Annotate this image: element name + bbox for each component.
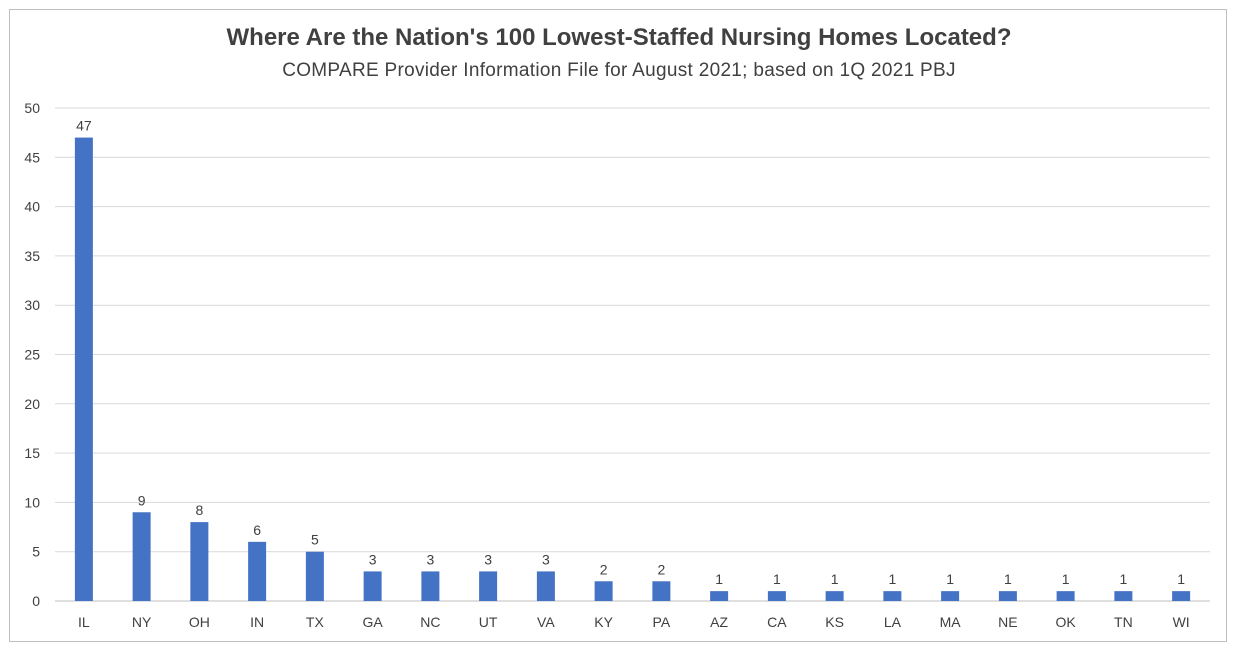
x-tick-label: NY [132,614,152,630]
x-tick-label: WI [1173,614,1190,630]
bar-GA [363,571,382,601]
data-label: 3 [426,551,434,567]
bar-KS [825,591,844,601]
x-tick-label: AZ [710,614,728,630]
data-label: 9 [138,492,146,508]
bar-OH [190,522,209,601]
bar-NC [421,571,440,601]
data-label: 2 [657,561,665,577]
data-label: 1 [831,571,839,587]
data-label: 1 [1177,571,1185,587]
data-label: 5 [311,532,319,548]
data-label: 1 [773,571,781,587]
y-tick-label: 40 [24,199,40,215]
bar-CA [767,591,786,601]
x-tick-label: OK [1056,614,1077,630]
data-label: 6 [253,522,261,538]
x-tick-label: GA [363,614,384,630]
bar-AZ [710,591,729,601]
bars [74,137,1191,601]
x-tick-label: OH [189,614,210,630]
data-label: 1 [946,571,954,587]
bar-OK [1056,591,1075,601]
x-tick-label: KY [594,614,613,630]
y-tick-label: 30 [24,297,40,313]
data-label: 1 [715,571,723,587]
chart-title: Where Are the Nation's 100 Lowest-Staffe… [226,24,1012,51]
y-tick-label: 5 [32,544,40,560]
bar-NY [132,512,151,601]
data-label: 1 [1062,571,1070,587]
x-tick-label: NC [420,614,440,630]
y-tick-label: 35 [24,248,40,264]
bar-PA [652,581,671,601]
data-label: 3 [369,551,377,567]
bar-IL [74,137,93,601]
y-tick-label: 0 [32,593,40,609]
data-label: 1 [1004,571,1012,587]
x-tick-label: PA [653,614,671,630]
data-label: 3 [484,551,492,567]
gridlines [55,107,1210,602]
y-tick-label: 25 [24,347,40,363]
data-label: 1 [888,571,896,587]
bar-VA [536,571,555,601]
x-tick-label: UT [479,614,498,630]
bar-TN [1114,591,1133,601]
x-tick-label: IN [250,614,264,630]
x-tick-label: MA [940,614,962,630]
data-label: 1 [1119,571,1127,587]
x-tick-label: TX [306,614,325,630]
chart-frame [9,9,1227,642]
y-tick-label: 20 [24,396,40,412]
x-tick-label: NE [998,614,1017,630]
bar-KY [594,581,613,601]
y-axis-ticks: 0 5 10 15 20 25 30 35 40 45 50 [24,100,40,609]
bar-UT [479,571,498,601]
x-tick-label: VA [537,614,555,630]
y-tick-label: 45 [24,149,40,165]
data-labels: 47 9 8 6 5 3 3 3 3 2 2 1 1 1 1 1 1 1 1 1 [76,118,1185,588]
chart-subtitle: COMPARE Provider Information File for Au… [282,60,956,81]
bar-TX [305,551,324,601]
x-tick-label: TN [1114,614,1133,630]
bar-NE [998,591,1017,601]
y-tick-label: 15 [24,445,40,461]
bar-LA [883,591,902,601]
bar-WI [1172,591,1191,601]
data-label: 47 [76,118,92,134]
x-axis-ticks: IL NY OH IN TX GA NC UT VA KY PA AZ CA KS LA MA NE OK TN WI [78,614,1190,630]
x-tick-label: IL [78,614,90,630]
data-label: 2 [600,561,608,577]
data-label: 3 [542,551,550,567]
bar-MA [941,591,960,601]
x-tick-label: LA [884,614,902,630]
x-tick-label: KS [825,614,844,630]
y-tick-label: 10 [24,494,40,510]
data-label: 8 [195,502,203,518]
bar-IN [248,541,267,601]
x-tick-label: CA [767,614,787,630]
y-tick-label: 50 [24,100,40,116]
